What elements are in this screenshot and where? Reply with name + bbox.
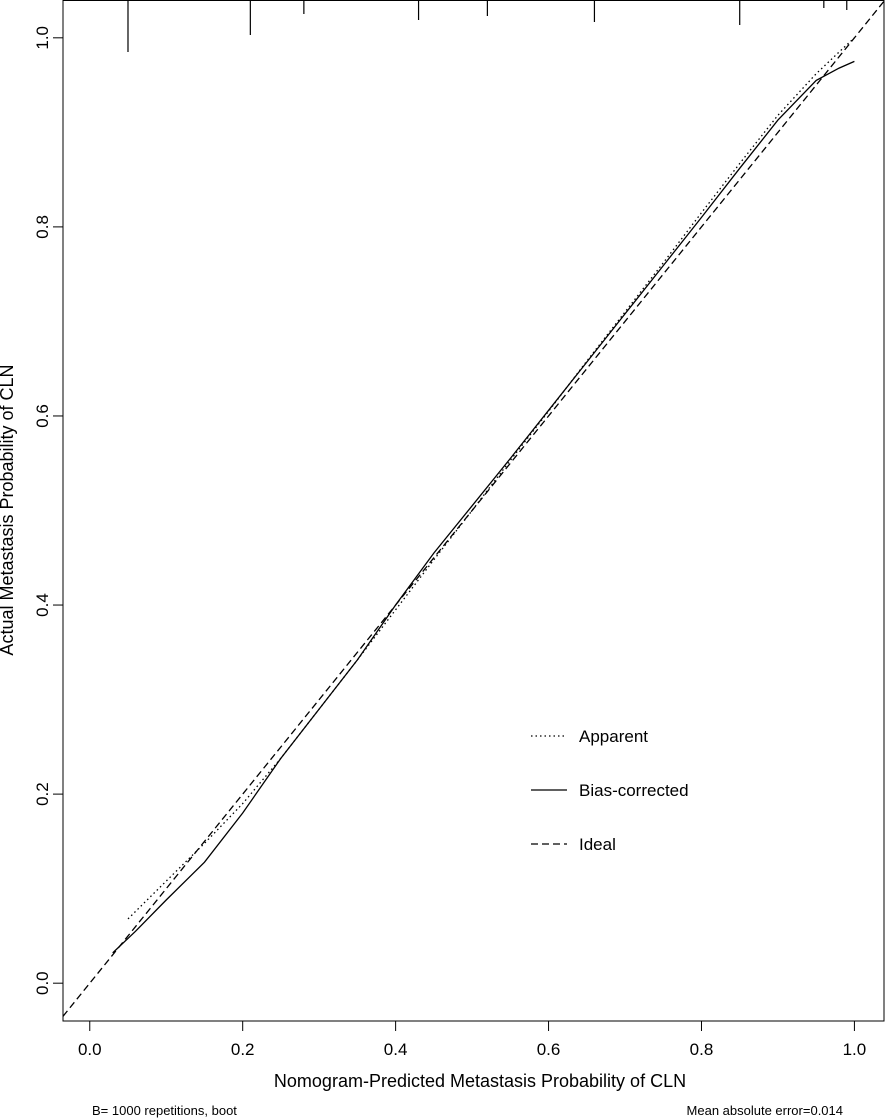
legend-label: Apparent <box>579 727 648 746</box>
legend-label: Bias-corrected <box>579 781 689 800</box>
legend-label: Ideal <box>579 835 616 854</box>
x-tick-label: 0.0 <box>78 1040 102 1059</box>
x-tick-label: 0.2 <box>231 1040 255 1059</box>
x-axis-label: Nomogram-Predicted Metastasis Probabilit… <box>274 1071 686 1091</box>
plot-frame <box>62 0 885 1022</box>
x-tick-label: 0.8 <box>690 1040 714 1059</box>
x-tick-label: 0.6 <box>537 1040 561 1059</box>
y-tick-label: 1.0 <box>33 26 52 50</box>
series-line-ideal <box>62 0 886 1017</box>
y-tick-label: 0.2 <box>33 782 52 806</box>
plot-area: 0.0 0.2 0.4 0.6 0.8 1.0 0.0 0.2 0.4 0.6 0.8 1.0 Appa… <box>33 0 886 1059</box>
y-axis-label: Actual Metastasis Probability of CLN <box>0 364 17 655</box>
x-tick-label: 0.4 <box>384 1040 408 1059</box>
y-tick-label: 0.4 <box>33 593 52 617</box>
footnote-right: Mean absolute error=0.014 <box>687 1103 843 1118</box>
y-tick-label: 0.6 <box>33 404 52 428</box>
footnote-left: B= 1000 repetitions, boot <box>92 1103 237 1118</box>
x-tick-label: 1.0 <box>843 1040 867 1059</box>
series-line-bias-corrected <box>112 60 855 954</box>
series-line-apparent <box>127 37 855 920</box>
y-tick-label: 0.0 <box>33 971 52 995</box>
y-tick-label: 0.8 <box>33 215 52 239</box>
